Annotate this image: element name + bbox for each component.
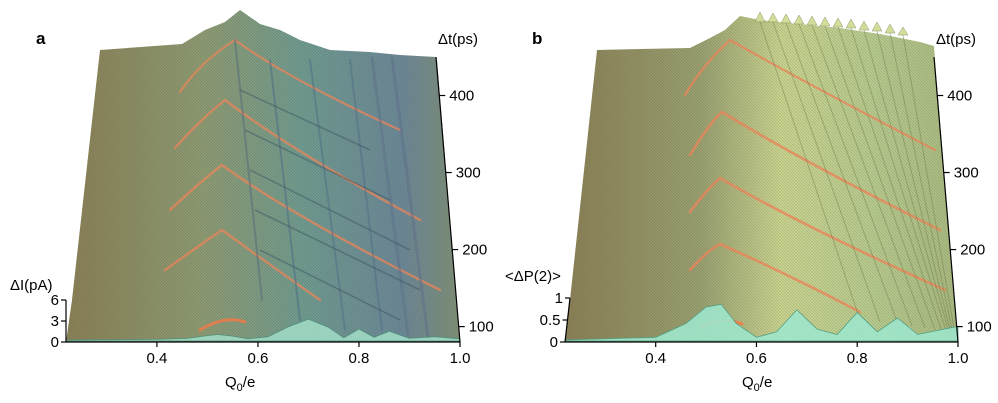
panel-b: b — [505, 11, 992, 394]
x-ticks-b: 0.4 0.6 0.8 1.0 — [645, 342, 968, 367]
x-axis-title-a: Q0/e — [225, 374, 255, 394]
x-tick-label: 0.6 — [746, 350, 767, 367]
y-tick-label: 100 — [967, 319, 992, 336]
z-axis-title-a: ΔI(pA) — [10, 277, 53, 294]
z-tick-label: 0 — [550, 334, 558, 351]
z-axis-title-b: <ΔP(2)> — [505, 268, 561, 285]
z-ticks-a: 0 3 6 — [51, 292, 66, 351]
y-tick-label: 200 — [960, 242, 985, 259]
x-tick-label: 0.8 — [847, 350, 868, 367]
panel-letter-a: a — [36, 29, 46, 48]
z-ticks-b: 00.51 — [540, 290, 570, 351]
y-axis-title-a: Δt(ps) — [438, 31, 478, 48]
z-tick-label: 0 — [51, 334, 59, 351]
x-tick-label: 0.6 — [248, 350, 269, 367]
x-tick-label: 0.4 — [146, 350, 167, 367]
baseline-trace-a — [65, 318, 461, 342]
panel-letter-b: b — [532, 29, 542, 48]
y-ticks-a: 100 200 300 400 — [439, 88, 494, 336]
y-tick-label: 400 — [947, 88, 972, 105]
x-tick-label: 0.8 — [349, 350, 370, 367]
y-axis-title-b: Δt(ps) — [936, 31, 976, 48]
y-tick-label: 400 — [449, 88, 474, 105]
x-tick-label: 0.4 — [645, 350, 666, 367]
z-tick-label: 0.5 — [540, 312, 561, 329]
z-tick-label: 1 — [555, 290, 563, 307]
baseline-trace-b — [564, 303, 959, 342]
z-tick-label: 3 — [51, 313, 59, 330]
panel-a: a — [10, 10, 494, 394]
y-tick-label: 200 — [462, 242, 487, 259]
y-ticks-b: 100 200 300 400 — [937, 88, 992, 336]
x-tick-label: 1.0 — [948, 350, 969, 367]
surface-b — [564, 11, 959, 342]
surface-a — [65, 10, 461, 342]
x-ticks-a: 0.4 0.6 0.8 1.0 — [146, 342, 470, 367]
y-tick-label: 300 — [456, 165, 481, 182]
y-tick-label: 300 — [954, 165, 979, 182]
z-tick-label: 6 — [51, 292, 59, 309]
y-tick-label: 100 — [469, 319, 494, 336]
x-axis-title-b: Q0/e — [742, 374, 772, 394]
x-tick-label: 1.0 — [450, 350, 471, 367]
